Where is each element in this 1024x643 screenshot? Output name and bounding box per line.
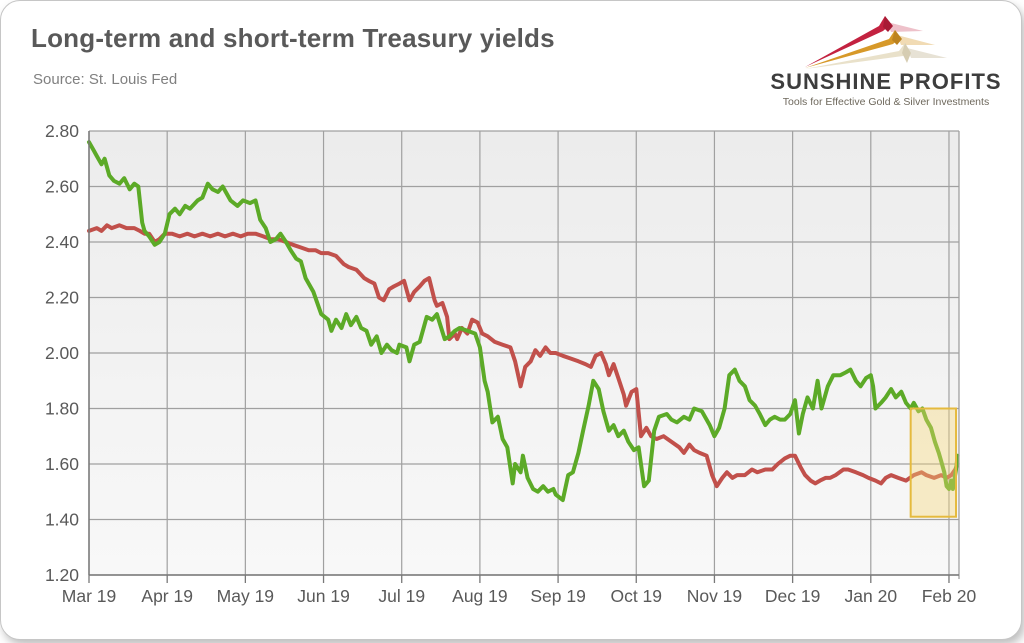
y-axis-label: 2.40 <box>45 232 79 252</box>
source-label: Source: St. Louis Fed <box>33 71 178 88</box>
x-axis-label: Nov 19 <box>687 586 742 606</box>
x-axis-label: Aug 19 <box>452 586 507 606</box>
logo-tagline: Tools for Effective Gold & Silver Invest… <box>782 96 990 108</box>
lightning-bolts-icon <box>805 16 947 69</box>
x-axis-label: May 19 <box>217 586 274 606</box>
y-axis-label: 2.00 <box>45 343 79 363</box>
x-axis-label: Jan 20 <box>845 586 898 606</box>
logo-name: SUNSHINE PROFITS <box>770 69 1002 94</box>
series-short-term <box>87 223 960 489</box>
x-axis-label: Dec 19 <box>765 586 820 606</box>
y-axis-label: 1.20 <box>45 565 79 585</box>
y-axis-label: 2.80 <box>45 121 79 141</box>
x-axis-label: Mar 19 <box>62 586 116 606</box>
y-axis-label: 2.60 <box>45 177 79 197</box>
page-title: Long-term and short-term Treasury yields <box>31 23 555 53</box>
sunshine-profits-logo: SUNSHINE PROFITS Tools for Effective Gol… <box>767 13 1005 108</box>
x-axis-label: Oct 19 <box>610 586 662 606</box>
y-axis-label: 1.80 <box>45 399 79 419</box>
series-long-term <box>87 140 960 503</box>
x-axis-label: Apr 19 <box>141 586 193 606</box>
highlight-region <box>909 407 958 518</box>
x-axis-label: Sep 19 <box>530 586 585 606</box>
x-axis-label: Feb 20 <box>922 586 977 606</box>
y-axis-label: 1.60 <box>45 454 79 474</box>
x-axis-label: Jun 19 <box>297 586 350 606</box>
y-axis-label: 2.20 <box>45 288 79 308</box>
x-axis-label: Jul 19 <box>378 586 425 606</box>
y-axis-label: 1.40 <box>45 510 79 530</box>
